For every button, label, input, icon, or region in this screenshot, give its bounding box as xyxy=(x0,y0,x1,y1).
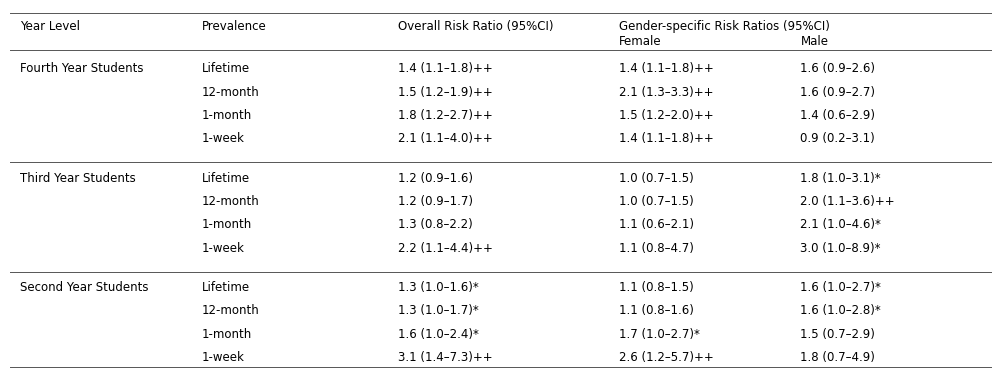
Text: 1.7 (1.0–2.7)*: 1.7 (1.0–2.7)* xyxy=(619,328,699,341)
Text: 1.6 (1.0–2.7)*: 1.6 (1.0–2.7)* xyxy=(801,281,882,294)
Text: Third Year Students: Third Year Students xyxy=(20,172,135,184)
Text: 1.3 (0.8–2.2): 1.3 (0.8–2.2) xyxy=(398,218,473,231)
Text: 1.4 (1.1–1.8)++: 1.4 (1.1–1.8)++ xyxy=(619,62,713,75)
Text: 1.1 (0.6–2.1): 1.1 (0.6–2.1) xyxy=(619,218,693,231)
Text: 1.8 (1.0–3.1)*: 1.8 (1.0–3.1)* xyxy=(801,172,881,184)
Text: 1.4 (1.1–1.8)++: 1.4 (1.1–1.8)++ xyxy=(398,62,493,75)
Text: 1.0 (0.7–1.5): 1.0 (0.7–1.5) xyxy=(619,195,693,208)
Text: Second Year Students: Second Year Students xyxy=(20,281,148,294)
Text: 1.5 (0.7–2.9): 1.5 (0.7–2.9) xyxy=(801,328,876,341)
Text: 1.0 (0.7–1.5): 1.0 (0.7–1.5) xyxy=(619,172,693,184)
Text: 1.3 (1.0–1.6)*: 1.3 (1.0–1.6)* xyxy=(398,281,479,294)
Text: Fourth Year Students: Fourth Year Students xyxy=(20,62,143,75)
Text: 1.6 (1.0–2.4)*: 1.6 (1.0–2.4)* xyxy=(398,328,479,341)
Text: 1.6 (1.0–2.8)*: 1.6 (1.0–2.8)* xyxy=(801,304,881,317)
Text: 12-month: 12-month xyxy=(201,304,260,317)
Text: Lifetime: Lifetime xyxy=(201,172,249,184)
Text: 1.8 (1.2–2.7)++: 1.8 (1.2–2.7)++ xyxy=(398,109,493,122)
Text: 1.6 (0.9–2.7): 1.6 (0.9–2.7) xyxy=(801,86,876,99)
Text: 2.0 (1.1–3.6)++: 2.0 (1.1–3.6)++ xyxy=(801,195,895,208)
Text: Lifetime: Lifetime xyxy=(201,281,249,294)
Text: Female: Female xyxy=(619,35,661,48)
Text: 2.1 (1.0–4.6)*: 2.1 (1.0–4.6)* xyxy=(801,218,882,231)
Text: 1.1 (0.8–1.5): 1.1 (0.8–1.5) xyxy=(619,281,693,294)
Text: 1.1 (0.8–4.7): 1.1 (0.8–4.7) xyxy=(619,242,693,255)
Text: 1.5 (1.2–2.0)++: 1.5 (1.2–2.0)++ xyxy=(619,109,713,122)
Text: 1.5 (1.2–1.9)++: 1.5 (1.2–1.9)++ xyxy=(398,86,493,99)
Text: Male: Male xyxy=(801,35,829,48)
Text: 2.6 (1.2–5.7)++: 2.6 (1.2–5.7)++ xyxy=(619,351,713,364)
Text: 1.2 (0.9–1.6): 1.2 (0.9–1.6) xyxy=(398,172,473,184)
Text: 3.1 (1.4–7.3)++: 3.1 (1.4–7.3)++ xyxy=(398,351,493,364)
Text: Overall Risk Ratio (95%CI): Overall Risk Ratio (95%CI) xyxy=(398,20,553,33)
Text: 2.2 (1.1–4.4)++: 2.2 (1.1–4.4)++ xyxy=(398,242,493,255)
Text: Prevalence: Prevalence xyxy=(201,20,267,33)
Text: Lifetime: Lifetime xyxy=(201,62,249,75)
Text: 1-month: 1-month xyxy=(201,109,252,122)
Text: 2.1 (1.3–3.3)++: 2.1 (1.3–3.3)++ xyxy=(619,86,713,99)
Text: 1.3 (1.0–1.7)*: 1.3 (1.0–1.7)* xyxy=(398,304,479,317)
Text: Year Level: Year Level xyxy=(20,20,80,33)
Text: 12-month: 12-month xyxy=(201,195,260,208)
Text: 1.2 (0.9–1.7): 1.2 (0.9–1.7) xyxy=(398,195,473,208)
Text: 1-month: 1-month xyxy=(201,328,252,341)
Text: Gender-specific Risk Ratios (95%CI): Gender-specific Risk Ratios (95%CI) xyxy=(619,20,830,33)
Text: 1.6 (0.9–2.6): 1.6 (0.9–2.6) xyxy=(801,62,876,75)
Text: 0.9 (0.2–3.1): 0.9 (0.2–3.1) xyxy=(801,132,876,145)
Text: 1.4 (0.6–2.9): 1.4 (0.6–2.9) xyxy=(801,109,876,122)
Text: 2.1 (1.1–4.0)++: 2.1 (1.1–4.0)++ xyxy=(398,132,493,145)
Text: 1-month: 1-month xyxy=(201,218,252,231)
Text: 1.1 (0.8–1.6): 1.1 (0.8–1.6) xyxy=(619,304,693,317)
Text: 1-week: 1-week xyxy=(201,351,244,364)
Text: 1-week: 1-week xyxy=(201,242,244,255)
Text: 12-month: 12-month xyxy=(201,86,260,99)
Text: 1.4 (1.1–1.8)++: 1.4 (1.1–1.8)++ xyxy=(619,132,713,145)
Text: 1.8 (0.7–4.9): 1.8 (0.7–4.9) xyxy=(801,351,876,364)
Text: 1-week: 1-week xyxy=(201,132,244,145)
Text: 3.0 (1.0–8.9)*: 3.0 (1.0–8.9)* xyxy=(801,242,881,255)
